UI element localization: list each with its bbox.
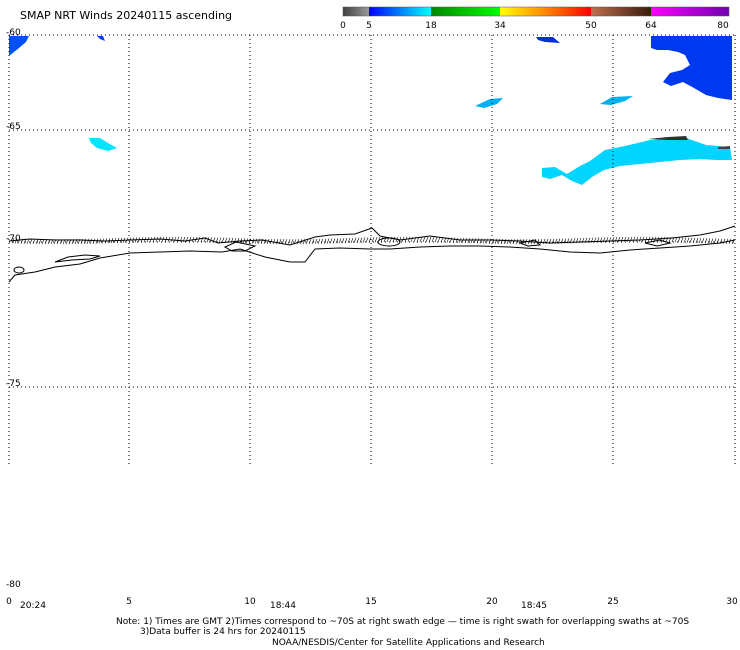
lon-label-10: 10 [244, 597, 256, 607]
colorbar-label-34: 34 [494, 21, 506, 31]
wind-patch-lightblue-a [475, 98, 503, 108]
wind-patch-cyan-e [542, 138, 732, 185]
footnote-credit: NOAA/NESDIS/Center for Satellite Applica… [272, 638, 545, 648]
time-label-swath-2: 18:44 [270, 601, 296, 611]
coast-island-west [13, 266, 25, 274]
time-label-swath-1: 20:24 [20, 601, 46, 611]
colorbar-label-80: 80 [717, 21, 729, 31]
lon-label-30: 30 [726, 597, 738, 607]
wind-patch-blue-nw [9, 36, 29, 56]
lat-label-65: -65 [6, 122, 21, 132]
lon-label-15: 15 [365, 597, 377, 607]
coast-inlet-west [54, 254, 101, 263]
footnote-line-1: Note: 1) Times are GMT 2)Times correspon… [116, 617, 690, 627]
wind-patch-dark-strip [648, 136, 688, 140]
wind-patch-cyan-w [89, 138, 117, 151]
lat-label-60: -60 [6, 28, 21, 38]
coast-outline-east [518, 239, 542, 247]
ice-shelf-front [8, 225, 736, 246]
lat-label-70: -70 [6, 234, 21, 244]
colorbar-segment-50-64 [591, 7, 651, 16]
colorbar-segment-64-80 [651, 7, 729, 16]
colorbar-segment-18-34 [431, 7, 500, 16]
colorbar-segment-5-18 [369, 7, 431, 16]
lon-label-0: 0 [6, 597, 12, 607]
lon-label-20: 20 [486, 597, 498, 607]
colorbar-label-50: 50 [585, 21, 597, 31]
coast-outline-mid [223, 241, 257, 252]
footnote-line-2: 3)Data buffer is 24 hrs for 20240115 [140, 627, 306, 637]
colorbar-label-64: 64 [645, 21, 657, 31]
colorbar-label-18: 18 [425, 21, 437, 31]
coastline [8, 239, 736, 283]
colorbar-label-5: 5 [366, 21, 372, 31]
colorbar-segment-34-50 [500, 7, 591, 16]
lat-label-80: -80 [6, 580, 21, 590]
colorbar-label-0: 0 [340, 21, 346, 31]
coast-outline-far-east [644, 239, 672, 247]
wind-speed-colorbar [342, 6, 730, 17]
map-title: SMAP NRT Winds 20240115 ascending [20, 9, 233, 22]
wind-patch-blue-n [536, 37, 560, 43]
colorbar-segment-0-5 [343, 7, 369, 16]
wind-patch-dark-tip [718, 146, 730, 149]
wind-patch-lightblue-b [600, 96, 633, 105]
time-label-swath-3: 18:45 [521, 601, 547, 611]
wind-patch-blue-ne [651, 36, 732, 100]
lon-label-5: 5 [126, 597, 132, 607]
lon-label-25: 25 [607, 597, 619, 607]
colorbar-frame [342, 6, 730, 17]
wind-patch-blue-small-n [97, 36, 105, 41]
coast-ring-mid [377, 237, 401, 247]
lat-label-75: -75 [6, 379, 21, 389]
